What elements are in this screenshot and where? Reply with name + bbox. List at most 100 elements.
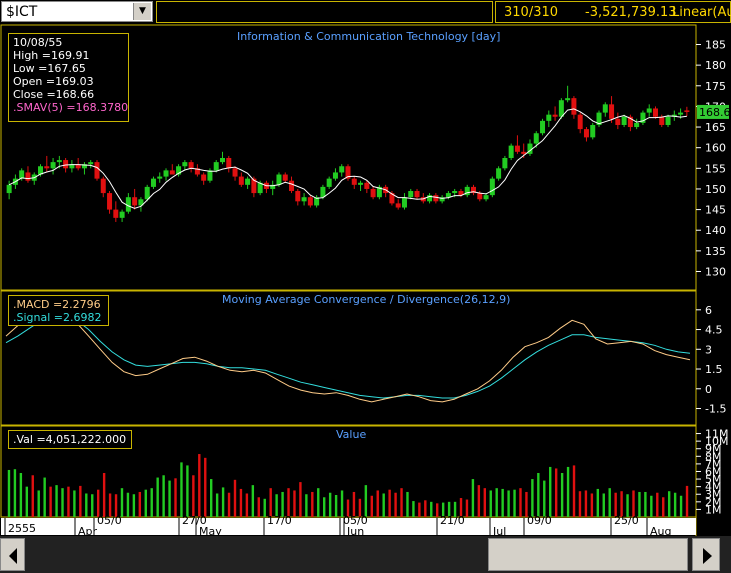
candle-body xyxy=(652,108,658,117)
volume-bar xyxy=(507,490,510,517)
macd-line xyxy=(5,309,691,403)
chevron-down-icon[interactable]: ▼ xyxy=(133,3,151,20)
candle-body xyxy=(332,172,338,179)
candle-body xyxy=(452,191,458,194)
volume-bar xyxy=(513,489,516,517)
volume-bar xyxy=(543,480,546,517)
candle-body xyxy=(471,186,477,194)
price-tick-label: 140 xyxy=(705,224,726,237)
candle-body xyxy=(289,180,295,192)
volume-tick-label: 1M xyxy=(705,503,722,516)
candle-body xyxy=(232,168,238,177)
volume-bar xyxy=(620,491,623,517)
candle-body xyxy=(370,188,376,198)
volume-bar xyxy=(436,503,439,517)
candle-body xyxy=(44,166,50,169)
volume-bar xyxy=(55,485,58,517)
volume-bar xyxy=(180,462,183,517)
symbol-value: $ICT xyxy=(6,4,38,20)
candle-body xyxy=(552,114,558,117)
macd-tick-label: 1.5 xyxy=(705,363,723,376)
candle-body xyxy=(389,193,395,204)
volume-bar xyxy=(638,491,641,517)
date-label: 17/0 xyxy=(267,514,292,527)
volume-bar xyxy=(251,485,255,517)
volume-bar xyxy=(489,490,492,517)
candle-body xyxy=(144,186,150,200)
scroll-left-button[interactable] xyxy=(0,538,25,571)
candle-body xyxy=(558,100,564,117)
candle-body xyxy=(295,191,301,202)
volume-bar xyxy=(406,491,409,517)
candle-body xyxy=(615,118,621,125)
volume-bar xyxy=(364,485,368,517)
volume-bar xyxy=(257,497,260,517)
candle-body xyxy=(339,166,345,173)
volume-bar xyxy=(102,473,106,517)
candle-body xyxy=(138,199,144,206)
volume-bar xyxy=(79,485,82,517)
symbol-selector[interactable]: $ICT ▼ xyxy=(1,1,153,22)
volume-bar xyxy=(239,488,243,517)
volume-bar xyxy=(138,491,142,517)
candle-body xyxy=(251,178,257,194)
volume-bar xyxy=(334,495,338,517)
date-label: 27/0 xyxy=(182,514,207,527)
volume-bar xyxy=(382,493,385,517)
volume-bar xyxy=(412,501,415,517)
candle-body xyxy=(439,197,445,202)
volume-bar xyxy=(263,498,266,517)
volume-bar xyxy=(560,473,564,517)
scroll-right-button[interactable] xyxy=(692,538,720,571)
volume-bar xyxy=(150,488,153,517)
date-label: 05/0 xyxy=(97,514,122,527)
candle-body xyxy=(345,166,351,179)
volume-bar xyxy=(49,486,52,517)
last-price-tag: 168.66 xyxy=(697,104,731,119)
candle-body xyxy=(477,193,483,200)
volume-bar xyxy=(531,479,534,517)
candle-body xyxy=(88,162,94,165)
volume-bar xyxy=(37,490,40,517)
candle-body xyxy=(621,116,627,125)
candle-body xyxy=(364,182,370,189)
volume-bar xyxy=(656,492,659,517)
volume-bar xyxy=(590,493,594,517)
candle-body xyxy=(25,172,31,181)
candle-body xyxy=(238,176,244,185)
volume-bar xyxy=(495,488,498,517)
volume-bar xyxy=(578,491,582,517)
date-label: 25/0 xyxy=(614,514,639,527)
scroll-thumb[interactable] xyxy=(488,538,688,571)
candle-body xyxy=(577,114,583,130)
volume-tick-label: 8M xyxy=(705,450,722,463)
volume-bar xyxy=(293,490,296,517)
volume-bar xyxy=(25,486,29,517)
volume-bar xyxy=(144,489,147,517)
scale-mode[interactable]: Linear(Aut xyxy=(672,5,731,20)
candle-body xyxy=(678,112,684,115)
volume-bar xyxy=(85,493,88,517)
candle-body xyxy=(540,120,546,134)
toolbar: $ICT ▼ 310/310 -3,521,739.13 Linear(Aut xyxy=(0,0,731,24)
candle-body xyxy=(226,158,232,169)
volume-bar xyxy=(662,497,665,517)
volume-bar xyxy=(96,489,100,517)
candle-body xyxy=(176,166,182,175)
volume-bar xyxy=(430,501,433,517)
volume-bar xyxy=(453,501,457,517)
candle-body xyxy=(433,195,439,202)
info-high: High =169.91 xyxy=(13,49,90,62)
volume-bar xyxy=(19,473,23,517)
candle-body xyxy=(56,160,62,163)
volume-bar xyxy=(566,466,570,517)
candle-body xyxy=(169,170,175,175)
candle-body xyxy=(6,184,12,194)
horizontal-scrollbar[interactable] xyxy=(0,536,731,573)
volume-bar xyxy=(186,465,189,517)
volume-bar xyxy=(358,498,362,517)
candle-body xyxy=(50,162,56,169)
sma-line xyxy=(8,108,687,209)
candle-body xyxy=(609,104,615,119)
